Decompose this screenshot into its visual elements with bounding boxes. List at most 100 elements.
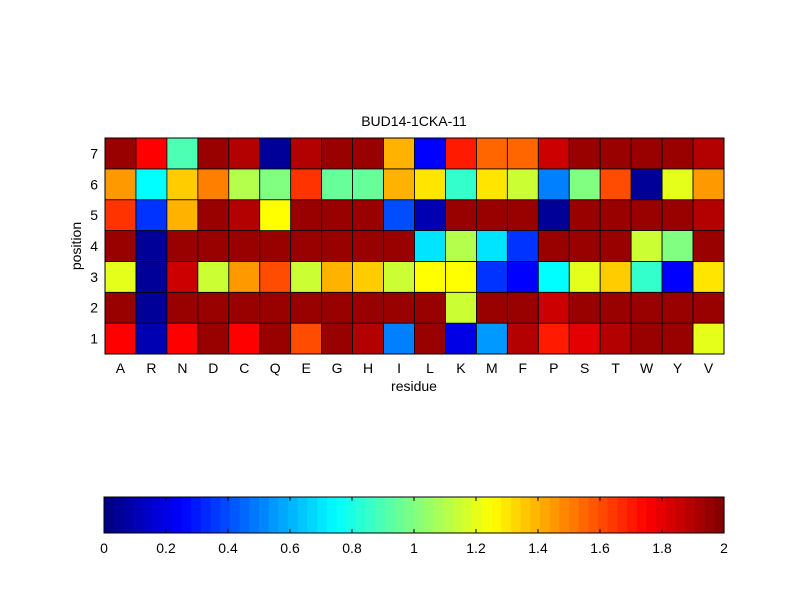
heatmap-cell-L-4 xyxy=(414,230,446,262)
colorbar-segment xyxy=(375,497,386,533)
heatmap-cell-F-5 xyxy=(506,199,539,231)
colorbar-segment xyxy=(123,497,134,533)
colorbar-tick-labels: 0 0.2 0.4 0.6 0.8 1 1.2 1.4 1.6 1.8 2 xyxy=(100,497,728,556)
colorbar-segment xyxy=(171,497,183,533)
x-tick-label: V xyxy=(704,360,714,376)
heatmap-cell-E-5 xyxy=(290,199,323,231)
heatmap-cell-G-3 xyxy=(321,261,353,293)
y-tick-label: 4 xyxy=(90,238,98,254)
heatmap-frame xyxy=(104,137,725,355)
colorbar-segment xyxy=(249,497,260,533)
colorbar-segment xyxy=(278,497,289,533)
heatmap-cell-V-5 xyxy=(692,199,725,231)
heatmap-cell-C-7 xyxy=(228,137,261,170)
colorbar-segment xyxy=(317,497,328,533)
heatmap-cell-Y-4 xyxy=(661,230,694,262)
heatmap-cell-S-1 xyxy=(568,322,601,355)
x-tick-label: M xyxy=(486,360,498,376)
colorbar-segment xyxy=(472,497,483,533)
colorbar-tick-label: 0.6 xyxy=(280,540,300,556)
colorbar-segment xyxy=(481,497,493,533)
heatmap-cell-R-2 xyxy=(135,291,168,324)
x-tick-label: R xyxy=(146,360,156,376)
colorbar-segment xyxy=(404,497,415,533)
heatmap-cell-A-7 xyxy=(104,137,137,170)
heatmap-cell-Y-1 xyxy=(661,322,694,355)
heatmap-cell-A-1 xyxy=(104,322,137,355)
heatmap-cell-A-3 xyxy=(104,261,137,293)
heatmap-cell-G-1 xyxy=(321,322,353,355)
x-tick-label: A xyxy=(116,360,126,376)
x-tick-label: W xyxy=(640,360,654,376)
heatmap-cell-Q-5 xyxy=(259,199,292,231)
colorbar-segment xyxy=(355,497,367,533)
colorbar-segment xyxy=(656,497,667,533)
heatmap-cell-V-1 xyxy=(692,322,725,355)
heatmap-cell-T-5 xyxy=(599,199,632,231)
heatmap-cell-S-5 xyxy=(568,199,601,231)
colorbar-segment xyxy=(598,497,609,533)
colorbar-segment xyxy=(229,497,241,533)
heatmap-cell-S-4 xyxy=(568,230,601,262)
colorbar-segment xyxy=(665,497,677,533)
heatmap-cell-Q-4 xyxy=(259,230,292,262)
heatmap-cells xyxy=(104,137,725,355)
heatmap-cell-S-2 xyxy=(568,291,601,324)
heatmap-cell-H-2 xyxy=(352,291,384,324)
heatmap-cell-Q-1 xyxy=(259,322,292,355)
colorbar-segment xyxy=(607,497,619,533)
heatmap-cell-T-7 xyxy=(599,137,632,170)
colorbar-segment xyxy=(559,497,570,533)
heatmap-cell-M-7 xyxy=(475,137,508,170)
colorbar-segment xyxy=(162,497,173,533)
heatmap-cell-K-1 xyxy=(445,322,477,355)
heatmap-cell-R-6 xyxy=(135,168,168,201)
heatmap-cell-N-2 xyxy=(166,291,199,324)
x-tick-label: N xyxy=(177,360,187,376)
x-tick-label: L xyxy=(426,360,434,376)
colorbar-segment xyxy=(423,497,434,533)
x-tick-label: T xyxy=(611,360,620,376)
colorbar-segment xyxy=(365,497,376,533)
heatmap-cell-Y-6 xyxy=(661,168,694,201)
heatmap-cell-K-2 xyxy=(445,291,477,324)
colorbar-segment xyxy=(539,497,551,533)
heatmap-cell-D-5 xyxy=(197,199,230,231)
heatmap-cell-R-4 xyxy=(135,230,168,262)
y-tick-label: 7 xyxy=(90,145,98,161)
colorbar-segment xyxy=(191,497,202,533)
heatmap-cell-V-4 xyxy=(692,230,725,262)
heatmap-cell-C-3 xyxy=(228,261,261,293)
heatmap-cell-W-5 xyxy=(630,199,663,231)
heatmap-cell-L-1 xyxy=(414,322,446,355)
x-tick-label: D xyxy=(208,360,218,376)
colorbar-segment xyxy=(443,497,454,533)
heatmap-cell-S-6 xyxy=(568,168,601,201)
heatmap-cell-M-1 xyxy=(475,322,508,355)
heatmap-cell-C-6 xyxy=(228,168,261,201)
heatmap-cell-E-6 xyxy=(290,168,323,201)
heatmap-cell-P-6 xyxy=(537,168,570,201)
heatmap-cell-H-1 xyxy=(352,322,384,355)
heatmap-cell-C-1 xyxy=(228,322,261,355)
heatmap-cell-I-1 xyxy=(383,322,415,355)
colorbar-segment xyxy=(414,497,425,533)
heatmap-cell-R-1 xyxy=(135,322,168,355)
heatmap-cell-H-4 xyxy=(352,230,384,262)
colorbar-tick-label: 0.2 xyxy=(156,540,176,556)
y-tick-label: 6 xyxy=(90,176,98,192)
colorbar-segment xyxy=(617,497,628,533)
heatmap-cell-R-5 xyxy=(135,199,168,231)
heatmap-cell-A-6 xyxy=(104,168,137,201)
colorbar-segment xyxy=(152,497,163,533)
colorbar-tick-label: 1.6 xyxy=(590,540,610,556)
heatmap-cell-T-1 xyxy=(599,322,632,355)
heatmap-cell-W-4 xyxy=(630,230,663,262)
heatmap-cell-Q-3 xyxy=(259,261,292,293)
colorbar-segment xyxy=(714,497,725,533)
heatmap-cell-I-7 xyxy=(383,137,415,170)
x-tick-label: E xyxy=(301,360,310,376)
heatmap-cell-V-6 xyxy=(692,168,725,201)
y-tick-labels: 1 2 3 4 5 6 7 xyxy=(90,145,98,346)
heatmap-cell-D-4 xyxy=(197,230,230,262)
